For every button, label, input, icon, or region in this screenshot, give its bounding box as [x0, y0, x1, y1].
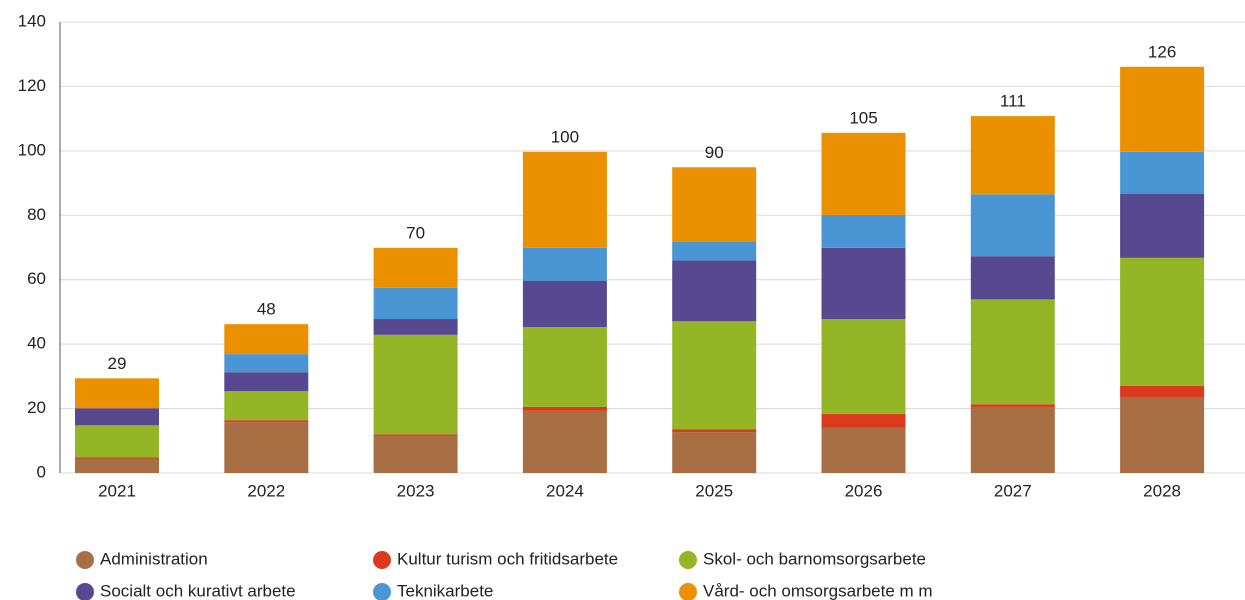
bar-segment	[224, 354, 309, 373]
bar-segment	[821, 132, 906, 215]
bar-segment	[522, 281, 607, 328]
legend-label: Administration	[100, 549, 208, 568]
y-tick-label: 80	[27, 205, 46, 224]
legend-marker	[76, 583, 94, 600]
bar-segment	[75, 425, 159, 458]
total-label: 100	[551, 127, 579, 146]
legend-marker	[373, 583, 391, 600]
bar-segment	[1120, 396, 1205, 473]
bar-segment	[522, 410, 607, 473]
bar-segment	[970, 194, 1055, 257]
total-label: 29	[108, 354, 127, 373]
bar-segment	[970, 404, 1055, 407]
bar-segment	[75, 457, 159, 459]
bar-segment	[1120, 257, 1205, 387]
legend-label: Skol- och barnomsorgsarbete	[703, 549, 926, 568]
x-tick-label: 2025	[695, 481, 733, 500]
bar-segment	[970, 116, 1055, 195]
x-tick-label: 2027	[994, 481, 1032, 500]
bar-segment	[672, 241, 757, 261]
bar-segment	[672, 429, 757, 433]
bar-segment	[1120, 386, 1205, 397]
total-label: 70	[406, 223, 425, 242]
bar-segment	[75, 458, 159, 473]
x-tick-label: 2024	[546, 481, 584, 500]
bar-segment	[373, 435, 458, 473]
bar-segment	[75, 408, 159, 426]
legend-label: Teknikarbete	[397, 581, 493, 600]
bar-segment	[373, 287, 458, 320]
y-tick-label: 40	[27, 334, 46, 353]
x-tick-label: 2028	[1143, 481, 1181, 500]
bar-segment	[970, 256, 1055, 300]
x-tick-label: 2021	[98, 481, 136, 500]
bar-segment	[672, 167, 757, 242]
bar-segment	[224, 324, 309, 355]
x-tick-label: 2026	[845, 481, 883, 500]
x-tick-label: 2023	[397, 481, 435, 500]
bar-segment	[970, 299, 1055, 405]
total-label: 105	[849, 108, 877, 127]
legend-marker	[679, 583, 697, 600]
bar-segment	[224, 422, 309, 473]
bar-segment	[522, 151, 607, 248]
bar-segment	[522, 327, 607, 407]
bar-segment	[672, 321, 757, 430]
bar-segment	[75, 378, 159, 409]
bar-segment	[672, 432, 757, 473]
y-tick-label: 120	[18, 76, 46, 95]
bar-segment	[821, 214, 906, 248]
total-label: 111	[1000, 92, 1026, 111]
bar-segment	[373, 434, 458, 436]
bar-segment	[821, 319, 906, 415]
bar-segment	[821, 247, 906, 320]
bar-segment	[821, 427, 906, 473]
bar-segment	[373, 247, 458, 288]
bar-segment	[1120, 194, 1205, 258]
legend-label: Socialt och kurativt arbete	[100, 581, 296, 600]
bar-segment	[970, 406, 1055, 473]
bar-segment	[1120, 66, 1205, 152]
bar-segment	[522, 247, 607, 282]
bar-segment	[1120, 151, 1205, 195]
bar-segment	[373, 319, 458, 335]
y-tick-label: 20	[27, 398, 46, 417]
x-tick-label: 2022	[247, 481, 285, 500]
legend-marker	[679, 551, 697, 569]
legend-label: Vård- och omsorgsarbete m m	[703, 581, 933, 600]
bar-segment	[373, 334, 458, 435]
bar-segment	[522, 406, 607, 411]
bar-segment	[672, 260, 757, 322]
bar-segment	[821, 414, 906, 428]
y-tick-label: 0	[37, 462, 46, 481]
legend-marker	[76, 551, 94, 569]
bar-segment	[224, 372, 309, 392]
total-label: 48	[257, 300, 276, 319]
y-tick-label: 140	[18, 11, 46, 30]
legend-marker	[373, 551, 391, 569]
y-tick-label: 60	[27, 269, 46, 288]
legend-label: Kultur turism och fritidsarbete	[397, 549, 618, 568]
bar-segment	[224, 391, 309, 421]
total-label: 126	[1148, 42, 1176, 61]
bar-segment	[224, 420, 309, 423]
total-label: 90	[705, 143, 724, 162]
y-tick-label: 100	[18, 140, 46, 159]
